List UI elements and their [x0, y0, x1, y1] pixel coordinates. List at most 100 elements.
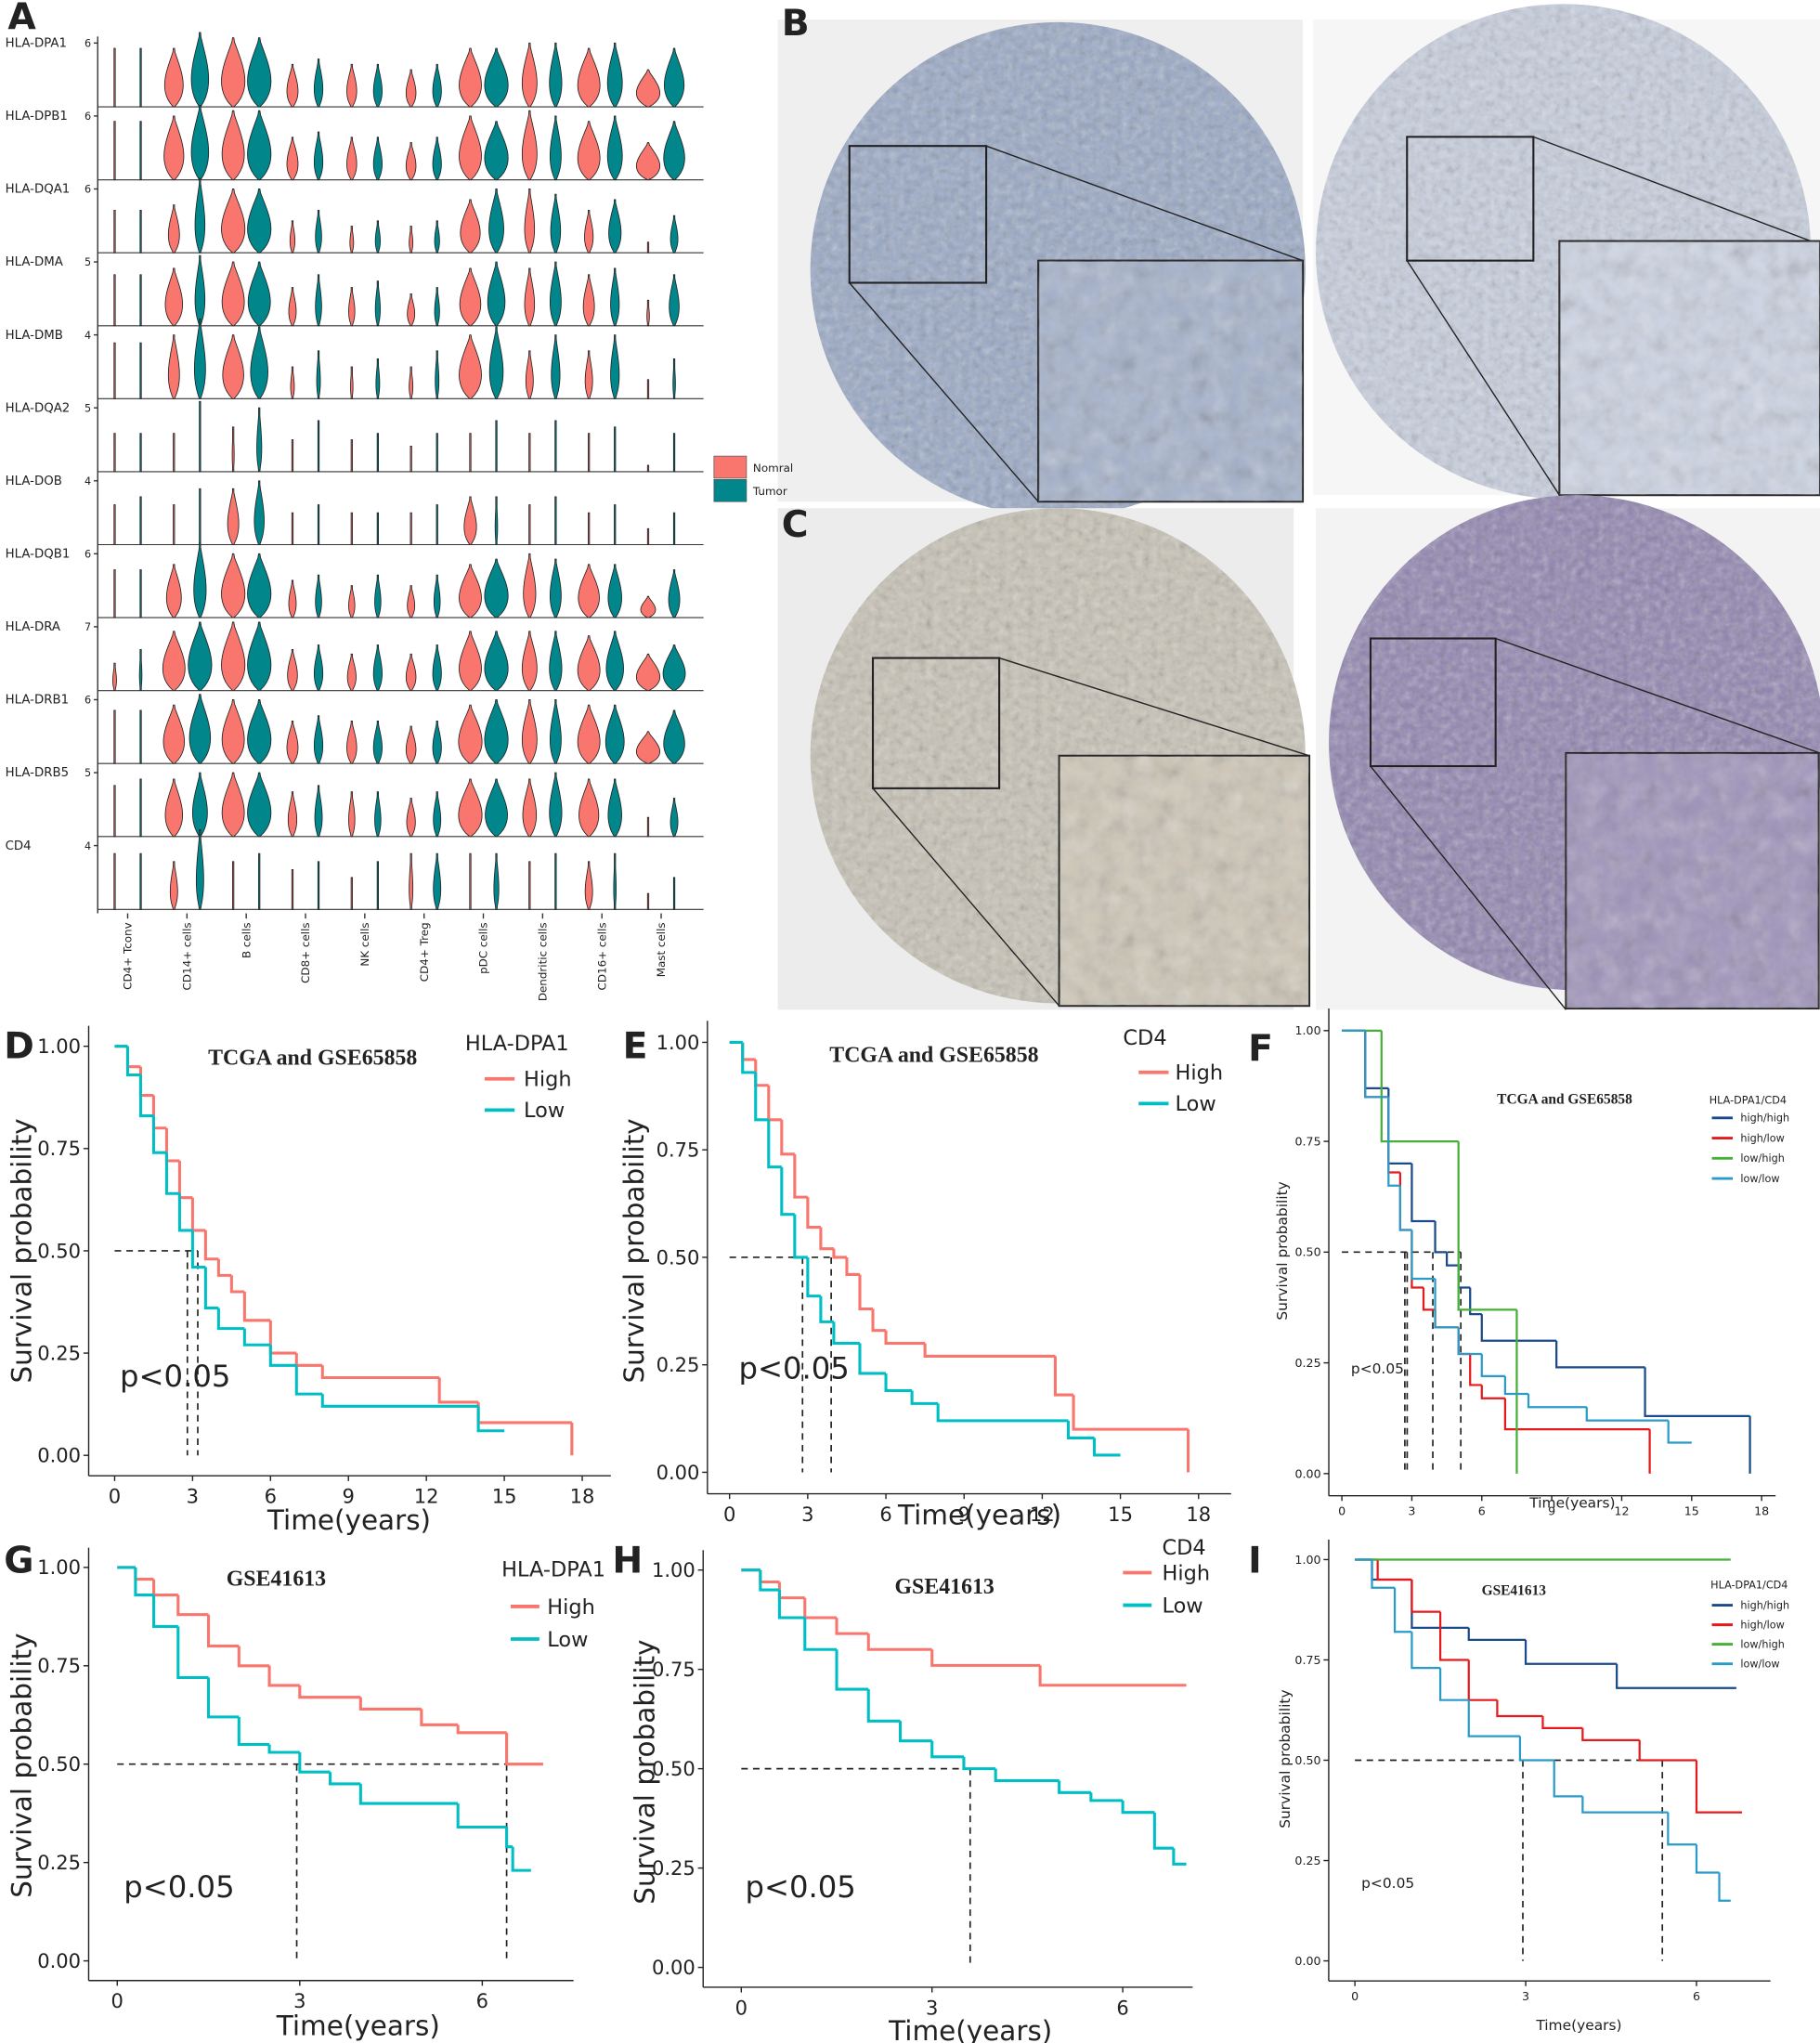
violin — [169, 861, 178, 910]
y-tick-label: 1.00 — [37, 1035, 81, 1058]
violin — [434, 220, 440, 254]
x-tick-label: 9 — [1548, 1504, 1555, 1518]
chart-title: TCGA and GSE65858 — [208, 1046, 417, 1070]
survival-step — [930, 1740, 964, 1759]
x-tick-label: 18 — [1186, 1503, 1211, 1526]
survival-step — [1438, 1668, 1469, 1701]
violin — [194, 254, 206, 327]
gene-label: HLA-DQA2 — [6, 401, 71, 415]
violin — [346, 720, 358, 764]
violin — [139, 569, 142, 618]
violin — [193, 542, 207, 618]
survival-step — [268, 1345, 297, 1367]
violin — [469, 852, 472, 910]
survival-step — [962, 1756, 996, 1771]
violin — [113, 504, 116, 545]
x-tick-label: 15 — [1108, 1503, 1133, 1526]
violin — [588, 433, 591, 473]
x-tick-label: 9 — [958, 1503, 970, 1526]
chart-title: GSE41613 — [1482, 1582, 1547, 1598]
legend-title: CD4 — [1162, 1536, 1205, 1560]
survival-step — [437, 1377, 479, 1404]
violin — [350, 877, 353, 910]
y-tick-label: 4 — [84, 840, 91, 852]
legend-label: Nomral — [753, 462, 793, 475]
violin — [221, 110, 245, 181]
chart-title: TCGA and GSE65858 — [829, 1043, 1038, 1067]
x-tick-label: 0 — [109, 1485, 121, 1508]
violin — [188, 621, 213, 692]
legend-swatch — [713, 478, 748, 502]
survival-step — [505, 1827, 514, 1849]
violin — [313, 131, 324, 181]
violin — [113, 209, 116, 254]
y-tick-label: 0.00 — [1294, 1954, 1320, 1968]
violin — [350, 366, 354, 399]
violin — [584, 861, 593, 910]
survival-step — [1445, 1252, 1459, 1267]
violin — [372, 720, 383, 764]
survival-step — [138, 1066, 154, 1098]
survival-step — [1667, 1812, 1696, 1846]
survival-step — [1555, 1340, 1645, 1369]
violin — [484, 558, 509, 618]
violin — [113, 121, 116, 181]
y-tick-label: 6 — [84, 111, 91, 123]
violin — [459, 631, 482, 692]
survival-step — [176, 1626, 209, 1680]
survival-step — [1092, 1438, 1121, 1457]
violin — [348, 791, 356, 838]
survival-step — [1410, 1163, 1436, 1223]
y-axis-label: Survival probability — [618, 1118, 650, 1383]
violin — [484, 47, 509, 108]
violin — [672, 433, 676, 473]
violin — [247, 261, 271, 327]
panel-label: E — [623, 1025, 648, 1067]
violin — [522, 778, 538, 838]
violin — [376, 861, 379, 910]
survival-step — [329, 1772, 361, 1786]
survival-step — [237, 1716, 270, 1747]
survival-step — [1053, 1356, 1074, 1397]
gene-label: HLA-DPA1 — [6, 37, 67, 51]
violin — [286, 720, 299, 764]
violin — [372, 137, 383, 181]
violin — [199, 488, 202, 545]
y-tick-label: 0.50 — [37, 1752, 81, 1776]
violin — [194, 177, 206, 254]
survival-step — [754, 1072, 769, 1122]
survival-step — [134, 1567, 154, 1581]
violin — [409, 366, 414, 399]
violin — [459, 334, 482, 399]
y-tick-label: 5 — [84, 256, 91, 268]
violin — [493, 852, 500, 910]
violin — [635, 731, 661, 764]
survival-step — [242, 1291, 271, 1322]
survival-step — [164, 1127, 180, 1163]
violin — [635, 69, 661, 108]
violin — [405, 69, 417, 108]
survival-step — [767, 1085, 782, 1122]
survival-step — [835, 1618, 869, 1635]
survival-step — [125, 1046, 141, 1069]
survival-step — [190, 1230, 206, 1269]
violin — [407, 585, 416, 618]
violin — [433, 791, 442, 838]
survival-step — [456, 1724, 507, 1735]
violin — [164, 267, 184, 327]
violin — [350, 512, 353, 545]
survival-step — [1371, 1559, 1396, 1589]
violin — [646, 816, 650, 838]
violin — [288, 287, 297, 327]
survival-step — [994, 1768, 1060, 1783]
x-tick-label: 0 — [111, 1989, 124, 2012]
violin — [613, 852, 617, 910]
violin — [289, 220, 296, 254]
violin — [487, 261, 506, 327]
violin — [199, 400, 202, 473]
y-tick-label: 1.00 — [656, 1031, 700, 1054]
legend-swatch — [713, 455, 748, 479]
y-tick-label: 0.75 — [1294, 1653, 1320, 1667]
panel-label: I — [1248, 1540, 1262, 1581]
